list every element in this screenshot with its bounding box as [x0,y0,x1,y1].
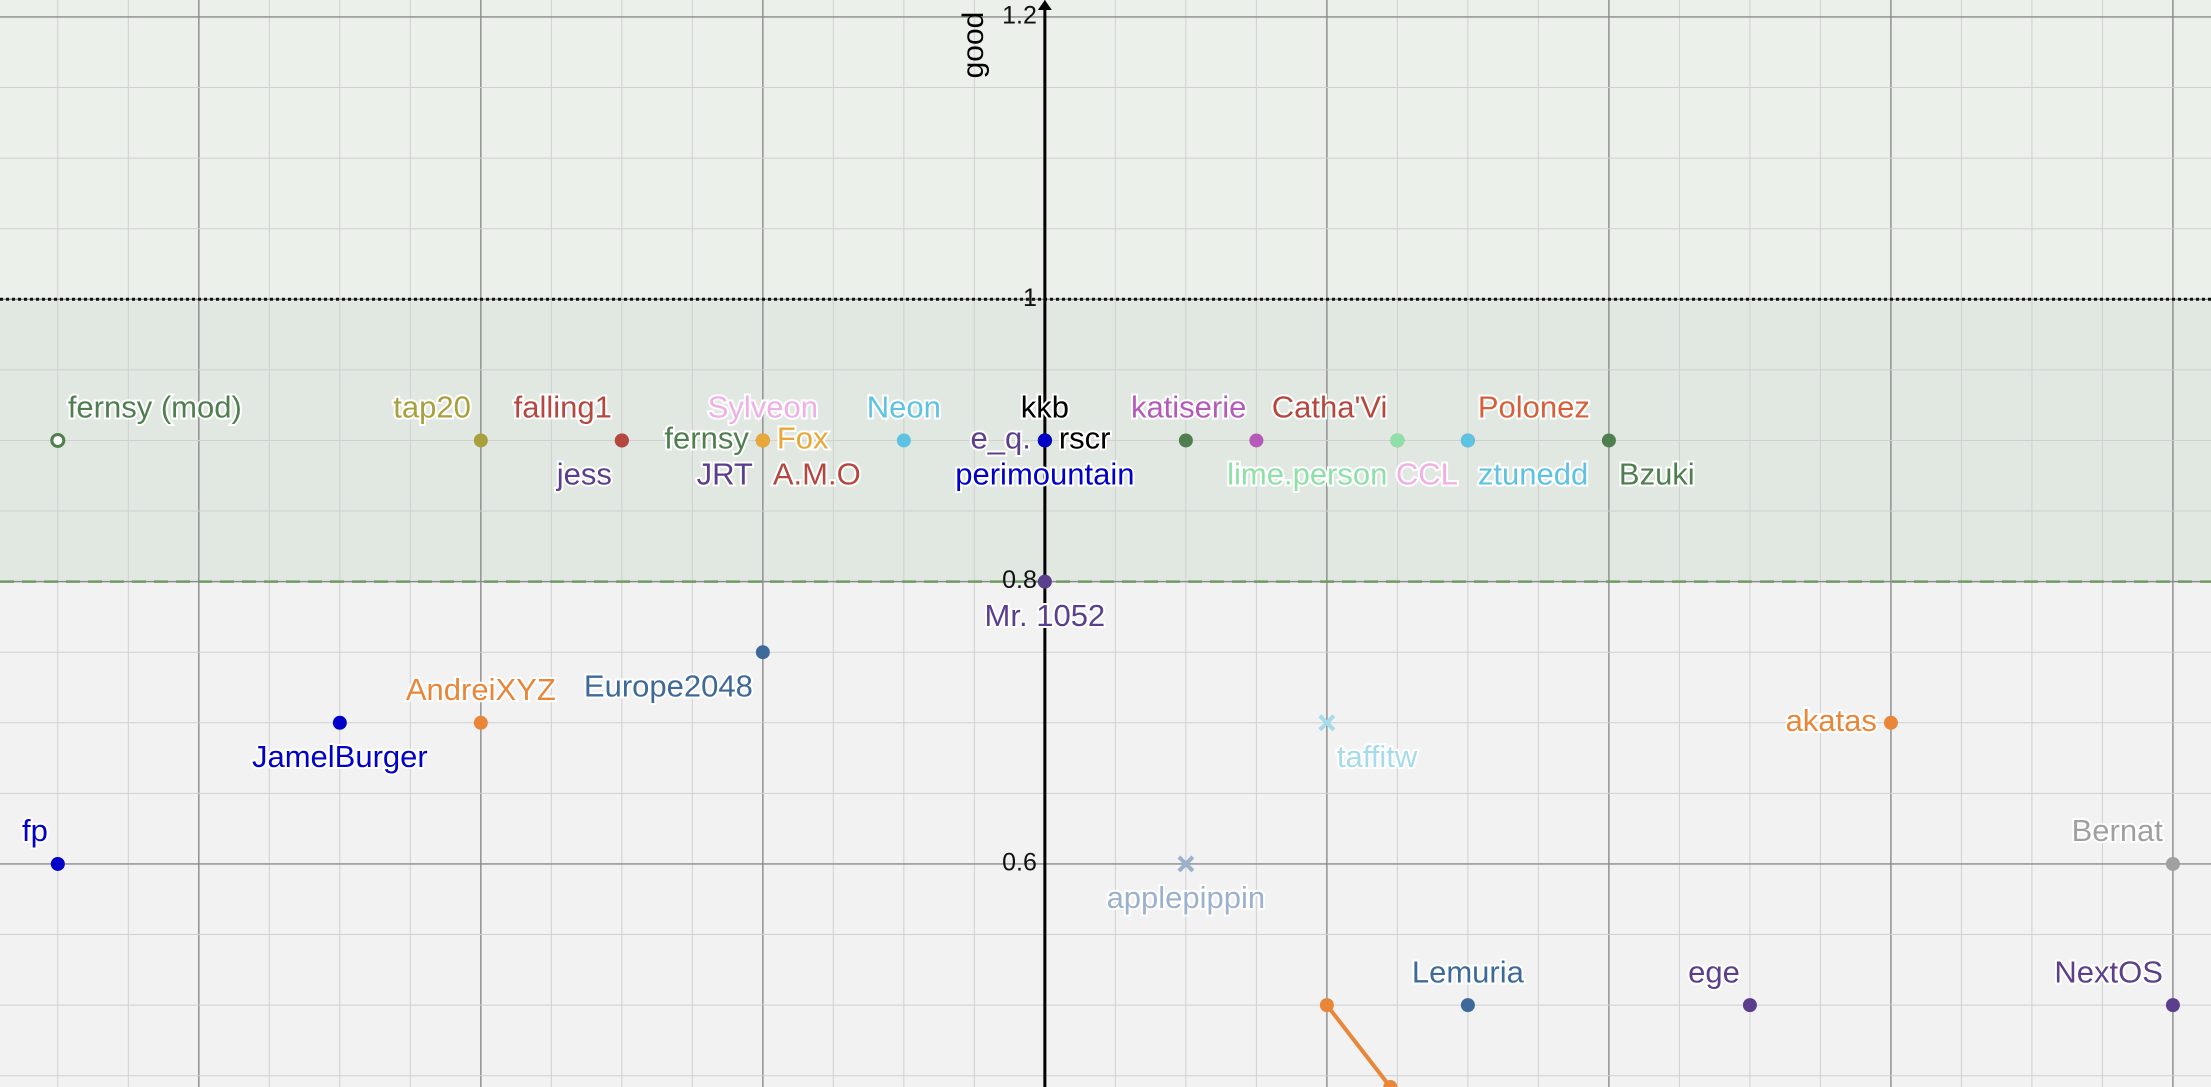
point [896,433,911,448]
point [1037,574,1052,589]
point [1178,433,1193,448]
point [473,433,488,448]
point-label: jess [556,457,612,492]
point-label: CCL [1396,457,1458,492]
point [1249,433,1264,448]
point-label: JamelBurger [252,739,428,774]
point-cross [1318,714,1336,732]
point [1601,433,1616,448]
point-label: Bernat [2072,813,2164,848]
point-label: applepippin [1107,880,1266,915]
point-label: fernsy [664,421,749,456]
point-label: kkb [1021,390,1069,425]
point [1319,998,1334,1013]
point [755,433,770,448]
point-label: Neon [867,390,941,425]
point-label: Sylveon [708,390,818,425]
point-label: akatas [1786,703,1877,738]
point-label: fernsy (mod) [68,390,242,425]
point-label: A.M.O [773,457,861,492]
point [1883,715,1898,730]
point-label: Mr. 1052 [985,598,1106,633]
point-label: e_q. [971,421,1031,456]
point-label: fp [22,813,48,848]
marks-layer: fernsy (mod) tap20 jess falling1 JRT A.M.O fer… [20,388,2180,1087]
point-label: ege [1688,954,1740,989]
point-label: Europe2048 [584,668,753,703]
point [2165,998,2180,1013]
point-label: katiserie [1131,390,1246,425]
point-label: tap20 [393,390,471,425]
band [0,0,2211,300]
point-open [50,432,66,448]
y-tick-label: 1 [1023,284,1037,312]
point [2165,856,2180,871]
point-label: lime.person [1227,457,1387,492]
point [614,433,629,448]
point-label: perimountain [955,457,1134,492]
point-label: JRT [697,457,753,492]
y-tick-label: 0.6 [1002,849,1037,877]
point-label: ztunedd [1478,457,1588,492]
point [1383,1080,1398,1087]
point-cross [1177,855,1195,873]
point [50,856,65,871]
point-label: NextOS [2054,954,2163,989]
point-label: Polonez [1478,390,1590,425]
point [473,715,488,730]
point-label: falling1 [514,390,612,425]
point-label: Bzuki [1619,457,1695,492]
point-label: Fox [777,421,829,456]
y-tick-label: 1.2 [1002,2,1037,30]
y-axis-arrow [1037,0,1052,10]
y-tick-label: 0.8 [1002,566,1037,594]
point [1037,433,1052,448]
point [755,645,770,660]
point-label: taffitw [1337,739,1418,774]
point-label: AndreiXYZ [406,672,556,707]
point [1460,998,1475,1013]
point [1460,433,1475,448]
point [1390,433,1405,448]
point-label: rscr [1059,421,1111,456]
point-label: Catha'Vi [1272,390,1388,425]
point [332,715,347,730]
point-label: Lemuria [1412,954,1525,989]
series-line [1325,1003,1392,1087]
point [1742,998,1757,1013]
y-axis-label: good [957,12,990,79]
